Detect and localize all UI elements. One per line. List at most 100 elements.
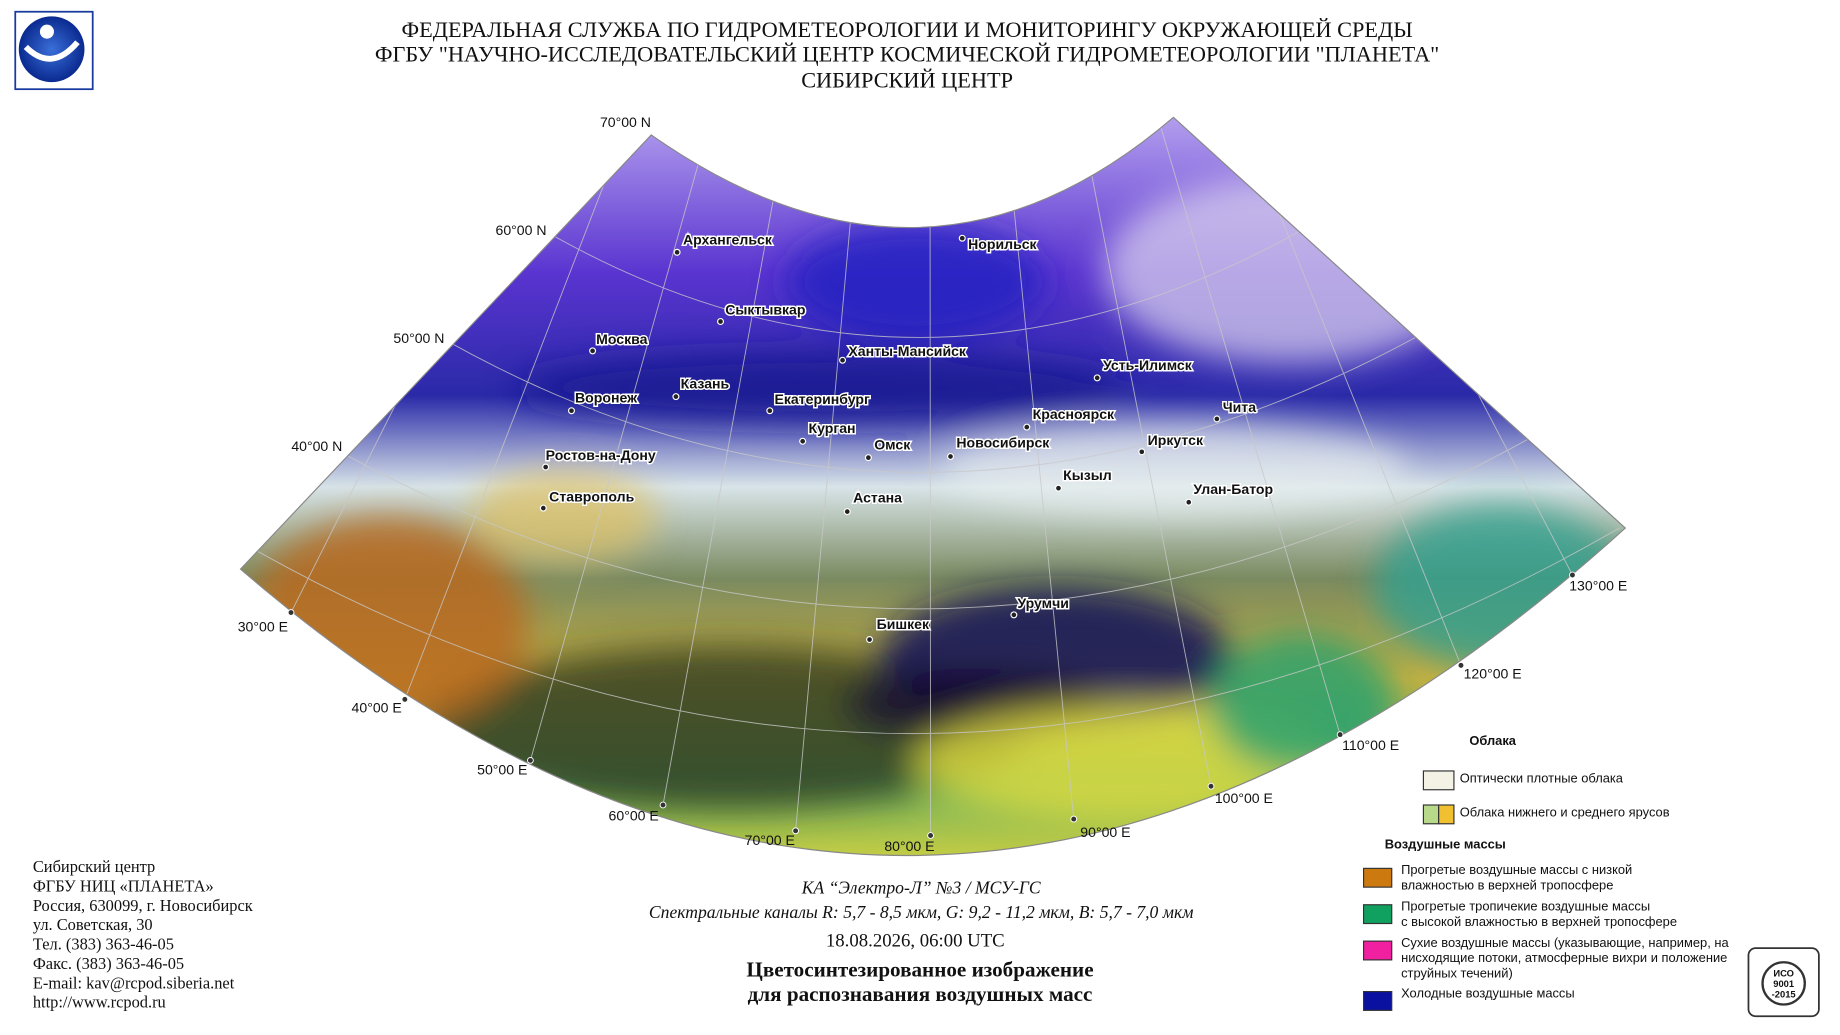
longitude-label: 90°00 E — [1080, 824, 1130, 840]
legend-text: нисходящие потоки, атмосферные вихри и п… — [1401, 950, 1727, 965]
legend-swatch — [1438, 804, 1455, 825]
parallel — [445, 328, 1432, 473]
latitude-label: 40°00 N — [291, 438, 342, 454]
meridian — [795, 117, 930, 831]
contact-line: E-mail: kav@rcpod.siberia.net — [33, 973, 235, 992]
longitude-tick — [1457, 661, 1465, 669]
city-label: Ставрополь — [549, 488, 634, 504]
city-label: Ростов-на-Дону — [546, 447, 656, 463]
city-label: Екатеринбург — [774, 391, 870, 407]
legend-text: влажностью в верхней тропосфере — [1401, 877, 1613, 892]
city-dot — [672, 393, 680, 401]
longitude-tick — [1207, 782, 1215, 790]
contact-line: Факс. (383) 363-46-05 — [33, 954, 184, 973]
city-label: Красноярск — [1033, 406, 1115, 422]
longitude-tick — [1336, 731, 1344, 738]
meridian — [404, 117, 930, 700]
contact-line: Сибирский центр — [33, 857, 155, 876]
longitude-tick — [527, 757, 534, 764]
city-label: Новосибирск — [956, 434, 1050, 450]
city-dot — [567, 407, 575, 415]
city-dot — [539, 504, 547, 512]
longitude-tick — [659, 801, 667, 809]
legend-text: Холодные воздушные массы — [1401, 985, 1575, 1000]
contact-line: ул. Советская, 30 — [33, 915, 153, 934]
city-label: Астана — [853, 489, 902, 505]
contact-line: ФГБУ НИЦ «ПЛАНЕТА» — [33, 876, 214, 895]
city-label: Курган — [809, 420, 856, 436]
meridian — [928, 117, 1341, 735]
city-dot — [1185, 498, 1193, 506]
city-dot — [946, 452, 955, 460]
meridian — [928, 117, 932, 836]
legend-swatch — [1422, 804, 1440, 825]
legend-title: Воздушные массы — [1385, 836, 1506, 851]
legend-swatch — [1422, 770, 1455, 791]
city-label: Москва — [596, 331, 647, 347]
city-dot — [1138, 448, 1146, 456]
legend-swatch — [1362, 990, 1393, 1011]
longitude-label: 40°00 E — [352, 699, 402, 715]
city-dot — [1054, 484, 1062, 492]
meridian — [928, 117, 1212, 787]
legend-swatch — [1362, 904, 1393, 925]
legend-swatch — [1362, 940, 1393, 961]
longitude-tick — [1569, 571, 1576, 579]
city-dot — [1010, 611, 1018, 619]
caption: КА “Электро-Л” №3 / МСУ-ГС Спектральные к… — [649, 878, 1193, 1007]
city-label: Казань — [681, 376, 730, 392]
longitude-tick — [401, 695, 409, 703]
meridian — [928, 117, 1462, 666]
satellite-image — [240, 117, 1626, 856]
longitude-label: 120°00 E — [1464, 665, 1522, 681]
longitude-label: 60°00 E — [609, 807, 659, 823]
longitude-label: 110°00 E — [1342, 737, 1399, 753]
longitude-label: 100°00 E — [1215, 790, 1273, 806]
city-label: Сыктывкар — [725, 302, 806, 318]
certificate-text: 9001 — [1773, 979, 1794, 989]
latitude-label: 50°00 N — [393, 330, 444, 346]
longitude-label: 130°00 E — [1569, 577, 1627, 593]
header-line: СИБИРСКИЙ ЦЕНТР — [801, 67, 1013, 92]
city-label: Бишкек — [877, 616, 930, 632]
certificate-text: -2015 — [1772, 990, 1796, 1000]
map-labels: 70°00 N 60°00 N 50°00 N 40°00 N 30°00 E 40°00… — [238, 114, 1628, 854]
map-frame — [239, 116, 1627, 857]
certificate-text: ИСО — [1773, 968, 1794, 978]
legend: Облака Оптически плотные облака Облака ниж… — [1362, 733, 1729, 1011]
header-line: ФГБУ "НАУЧНО-ИССЛЕДОВАТЕЛЬСКИЙ ЦЕНТР КОС… — [375, 41, 1439, 66]
legend-swatch — [1362, 867, 1393, 888]
city-label: Урумчи — [1017, 595, 1069, 611]
contact-line: Россия, 630099, г. Новосибирск — [33, 896, 253, 915]
latitude-label: 60°00 N — [496, 222, 547, 238]
city-dot — [839, 356, 847, 364]
city-label: Кызыл — [1063, 467, 1112, 483]
city-dot — [799, 437, 807, 445]
city-dot — [673, 248, 681, 256]
legend-text: Прогретые воздушные массы с низкой — [1401, 862, 1632, 877]
city-label: Иркутск — [1148, 432, 1204, 448]
latitude-label: 70°00 N — [600, 114, 651, 130]
city-label: Усть-Илимск — [1103, 357, 1193, 373]
longitude-tick — [287, 609, 295, 616]
city-dot — [716, 318, 725, 326]
satellite-info: КА “Электро-Л” №3 / МСУ-ГС — [801, 878, 1041, 898]
legend-title: Облака — [1469, 733, 1516, 748]
longitude-label: 80°00 E — [884, 838, 934, 854]
contact-line: Тел. (383) 363-46-05 — [33, 935, 174, 954]
logo — [14, 10, 94, 91]
meridian — [928, 117, 1075, 820]
header: ФЕДЕРАЛЬНАЯ СЛУЖБА ПО ГИДРОМЕТЕОРОЛОГИИ … — [375, 17, 1439, 92]
meridian — [662, 117, 930, 806]
datetime: 18.08.2026, 06:00 UTC — [826, 931, 1005, 952]
legend-text: Облака нижнего и среднего ярусов — [1460, 805, 1670, 820]
city-label: Воронеж — [575, 390, 638, 406]
meridian — [529, 117, 930, 761]
city-label: Норильск — [968, 236, 1037, 252]
city-dot — [866, 636, 874, 644]
city-dot — [766, 407, 774, 415]
city-dot — [1023, 423, 1031, 431]
longitude-tick — [792, 827, 800, 835]
